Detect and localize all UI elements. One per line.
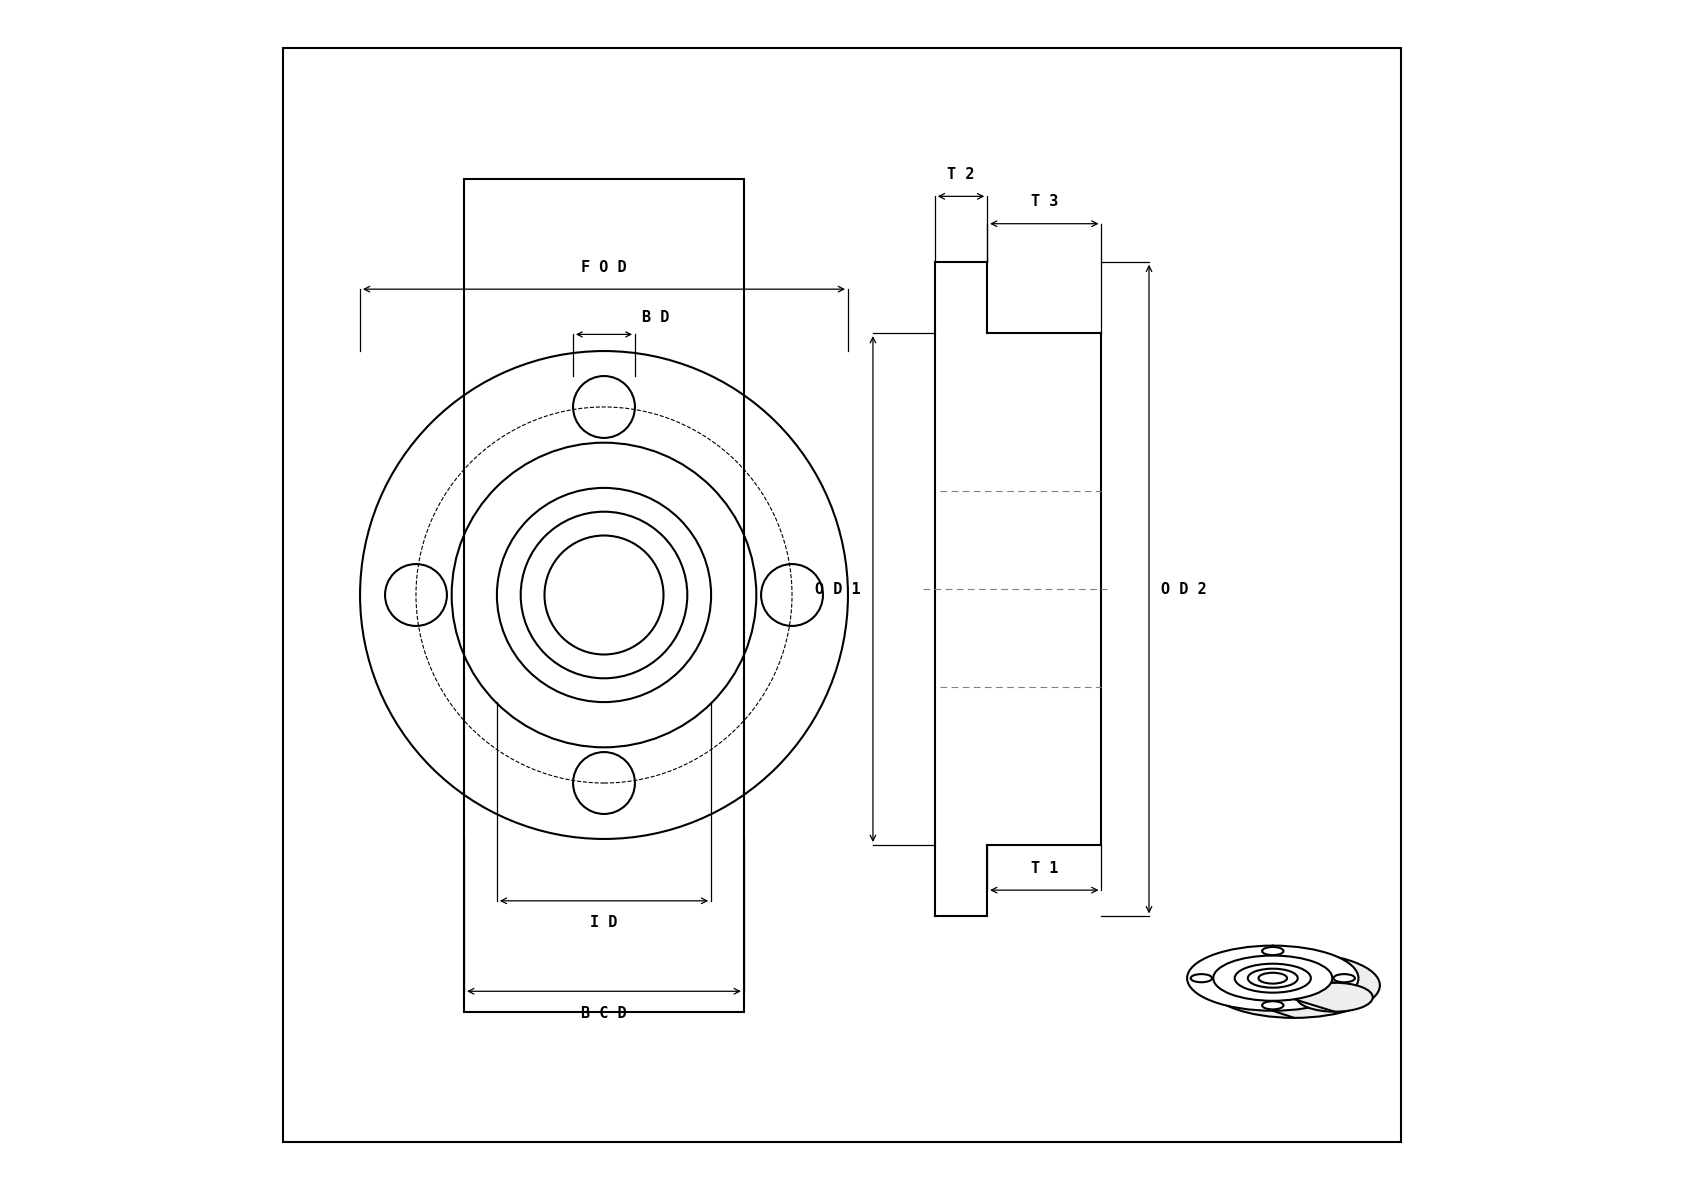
Text: B C D: B C D — [581, 1006, 626, 1021]
Text: F O D: F O D — [581, 259, 626, 275]
Ellipse shape — [1191, 975, 1212, 982]
Ellipse shape — [1334, 975, 1356, 982]
Ellipse shape — [1297, 983, 1372, 1012]
Ellipse shape — [1187, 946, 1359, 1010]
Ellipse shape — [1212, 956, 1332, 1001]
Ellipse shape — [1261, 947, 1283, 956]
Ellipse shape — [1258, 972, 1287, 984]
Text: T 2: T 2 — [948, 167, 975, 182]
Ellipse shape — [1234, 964, 1310, 992]
Text: I D: I D — [591, 915, 618, 931]
Bar — [465, 178, 744, 1012]
Ellipse shape — [1248, 969, 1298, 988]
Text: B D: B D — [642, 309, 670, 325]
Text: T 1: T 1 — [1031, 860, 1058, 876]
Text: O D 1: O D 1 — [815, 582, 861, 596]
Ellipse shape — [1209, 953, 1379, 1017]
Ellipse shape — [1261, 1001, 1283, 1009]
Text: T 3: T 3 — [1031, 194, 1058, 209]
Text: O D 2: O D 2 — [1160, 582, 1206, 596]
